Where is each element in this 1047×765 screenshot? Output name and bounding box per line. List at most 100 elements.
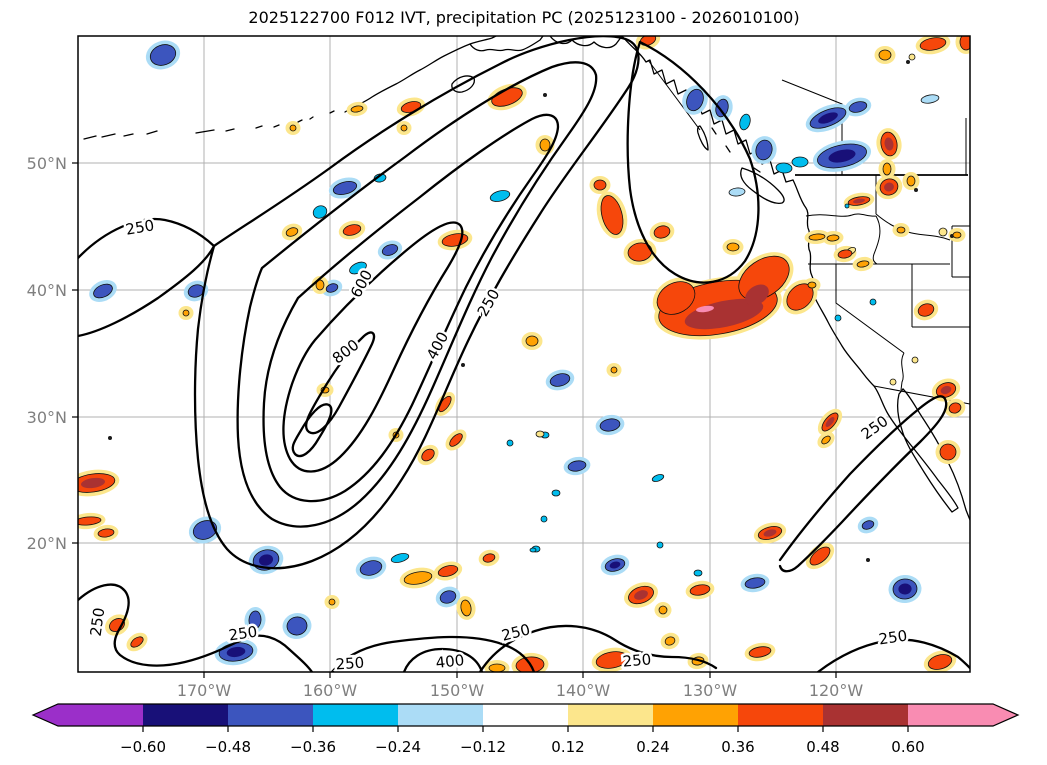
pc-blob (940, 385, 952, 395)
pc-blob (878, 49, 892, 61)
lat-tick-label: 20°N (27, 534, 67, 553)
pc-blob (952, 231, 962, 239)
colorbar-tick-label: −0.60 (120, 738, 166, 756)
pc-blob (600, 195, 624, 235)
pc-blob (837, 249, 853, 259)
colorbar-tick-label: −0.12 (460, 738, 506, 756)
pc-blob (342, 224, 362, 236)
pc-blob (763, 529, 777, 537)
pc-blob (745, 284, 769, 306)
pc-blob (693, 569, 703, 577)
pc-blob (149, 44, 177, 66)
border (647, 59, 701, 131)
colorbar-tick-label: 0.36 (721, 738, 754, 756)
pc-blob (828, 149, 856, 163)
colorbar-segment (568, 704, 654, 726)
pc-blob (226, 646, 246, 658)
pc-blob (914, 188, 918, 192)
contour-label: 250 (227, 623, 258, 645)
pc-blob (920, 94, 940, 104)
coastline (696, 125, 709, 151)
ivt-contour (816, 638, 970, 672)
ivt-contour (193, 36, 640, 570)
pc-blob (927, 654, 953, 670)
colorbar-segment (143, 704, 229, 726)
colorbar-right-arrow (993, 704, 1018, 726)
contour-label: 250 (877, 627, 908, 649)
pc-blob (906, 175, 916, 187)
pc-blob (285, 227, 299, 237)
pc-blob (549, 373, 571, 387)
lat-tick-label: 30°N (27, 408, 67, 427)
coastline (792, 179, 959, 513)
colorbar-tick-label: −0.24 (375, 738, 421, 756)
pc-blob (898, 583, 912, 595)
contour-label: 250 (335, 654, 365, 674)
pc-blob (97, 528, 115, 538)
colorbar-segment (398, 704, 484, 726)
pc-blob (130, 636, 144, 648)
lon-tick-label: 160°W (303, 681, 358, 700)
contour-label: 250 (474, 286, 504, 320)
pc-blob (869, 298, 877, 306)
contour-label: 250 (622, 650, 652, 670)
pc-blob (834, 314, 842, 322)
pc-blob (551, 489, 561, 497)
pc-blob (656, 281, 696, 315)
pc-blob (825, 417, 835, 427)
colorbar-segment (823, 704, 909, 726)
colorbar-segment (483, 704, 569, 726)
pc-blob (755, 139, 773, 161)
pc-blob (938, 227, 948, 237)
pc-blob (656, 541, 664, 549)
pc-blob (856, 260, 870, 268)
pc-blob (595, 651, 629, 669)
border (872, 215, 881, 265)
pc-blob (258, 554, 274, 566)
pc-blob (634, 590, 648, 600)
ivt-contour (78, 583, 314, 672)
pc-blob (390, 553, 410, 563)
pc-blob (884, 182, 894, 192)
pc-blob (78, 516, 102, 526)
pc-blob (748, 646, 772, 658)
pc-blob (567, 460, 587, 472)
pc-blob (350, 105, 364, 113)
pc-blob (609, 561, 621, 569)
pc-blob (248, 610, 262, 630)
ivt-contour (778, 395, 948, 573)
pc-blob (882, 162, 892, 176)
coastline (451, 75, 476, 93)
pc-blob (689, 584, 711, 596)
colorbar-tick-label: −0.48 (205, 738, 251, 756)
ivt-contour (330, 635, 536, 672)
pc-blob (182, 309, 190, 317)
pc-blob (908, 53, 916, 61)
pc-blob (315, 279, 325, 291)
pc-blob (289, 124, 297, 132)
contour-label: 400 (423, 329, 452, 363)
pc-blob (818, 112, 838, 124)
ivt-contour (402, 647, 484, 672)
pc-blob (889, 378, 897, 386)
map-frame (77, 35, 971, 673)
pc-blob (809, 546, 831, 566)
pc-blob (80, 477, 106, 489)
precip-pc-shading (78, 36, 970, 672)
border (875, 213, 951, 241)
pc-blob (488, 663, 506, 672)
coastline (549, 36, 623, 49)
colorbar-tick-label: 0.24 (636, 738, 669, 756)
pc-blob (400, 124, 408, 132)
pc-blob (919, 37, 947, 51)
ivt-contours (78, 36, 970, 672)
pc-blob (543, 93, 547, 97)
colorbar-segment (908, 704, 994, 726)
pc-blob (312, 205, 328, 219)
pc-blob (192, 520, 218, 540)
contour-label: 250 (500, 620, 532, 644)
pc-blob (108, 436, 112, 440)
pc-blob (808, 233, 826, 241)
pc-blob (807, 281, 817, 289)
pc-blob (739, 113, 751, 131)
